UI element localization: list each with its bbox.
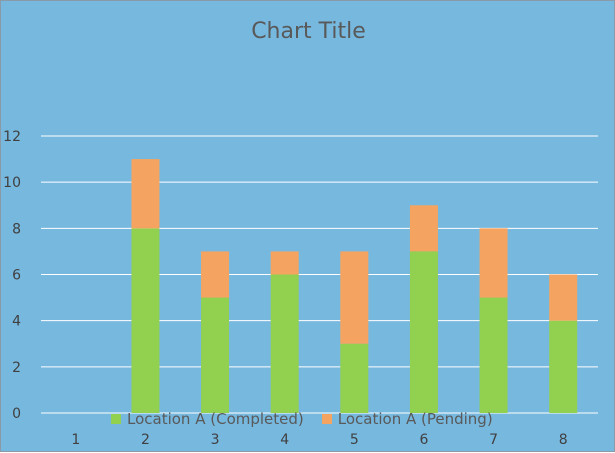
bar-pending bbox=[340, 251, 369, 344]
bar-completed bbox=[270, 274, 299, 413]
chart-title: Chart Title bbox=[251, 19, 366, 44]
x-tick-label: 1 bbox=[71, 432, 80, 448]
bar-completed bbox=[201, 297, 230, 413]
legend-item-pending: Location A (Pending) bbox=[321, 410, 493, 428]
y-tick-label: 2 bbox=[12, 360, 21, 376]
x-tick-label: 4 bbox=[280, 432, 289, 448]
y-tick-label: 12 bbox=[3, 129, 21, 145]
y-tick-label: 8 bbox=[12, 221, 21, 237]
legend-swatch-completed bbox=[111, 414, 121, 424]
bar-pending bbox=[549, 274, 578, 321]
bar-pending bbox=[270, 251, 299, 275]
bar-pending bbox=[131, 159, 160, 229]
x-tick-label: 2 bbox=[141, 432, 150, 448]
bar-pending bbox=[479, 228, 508, 298]
legend-label-completed: Location A (Completed) bbox=[127, 410, 304, 428]
x-tick-label: 3 bbox=[211, 432, 220, 448]
x-tick-label: 5 bbox=[350, 432, 359, 448]
x-tick-label: 8 bbox=[559, 432, 568, 448]
legend-swatch-pending bbox=[321, 414, 332, 424]
legend: Location A (Completed) Location A (Pendi… bbox=[111, 410, 493, 428]
legend-label-pending: Location A (Pending) bbox=[337, 410, 493, 428]
y-tick-label: 10 bbox=[3, 175, 21, 191]
x-tick-label: 6 bbox=[419, 432, 428, 448]
legend-item-completed: Location A (Completed) bbox=[111, 410, 304, 428]
x-tick-label: 7 bbox=[489, 432, 498, 448]
bar-completed bbox=[340, 343, 369, 413]
bar-completed bbox=[479, 297, 508, 413]
bar-completed bbox=[549, 320, 578, 413]
y-tick-label: 6 bbox=[12, 268, 21, 284]
bar-completed bbox=[131, 228, 160, 413]
y-tick-label: 4 bbox=[12, 314, 21, 330]
bar-completed bbox=[409, 251, 438, 413]
y-tick-label: 0 bbox=[12, 406, 21, 422]
bar-pending bbox=[201, 251, 230, 298]
bar-pending bbox=[409, 205, 438, 252]
